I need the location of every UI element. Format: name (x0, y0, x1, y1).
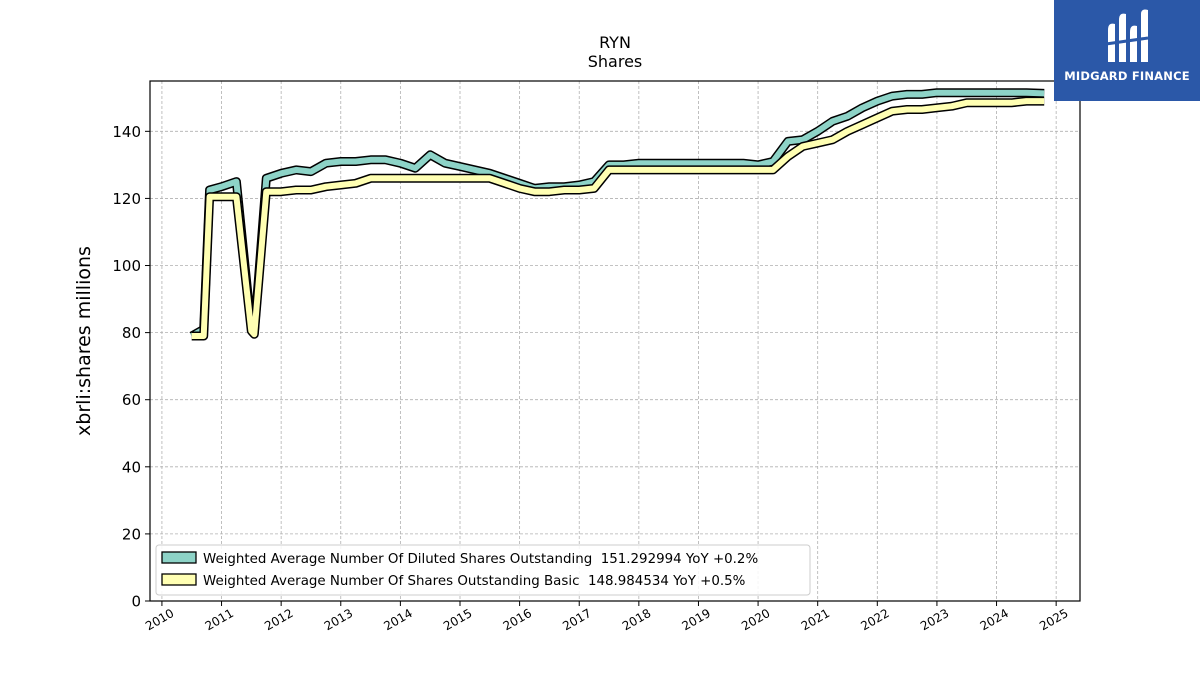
x-tick-label-2016: 2016 (501, 606, 534, 633)
plot-frame (149, 80, 1081, 602)
legend-box (155, 544, 811, 596)
chart-title: RYN (599, 33, 631, 52)
y-axis-label: xbrli:shares millions (73, 246, 95, 436)
series-line-basic (191, 98, 1045, 339)
y-tick-label-140: 140 (112, 123, 141, 141)
series-line-diluted (190, 89, 1045, 339)
y-tick-label-60: 60 (122, 391, 141, 409)
midgard-logo-icon (1105, 9, 1149, 63)
x-tick-label-2021: 2021 (799, 606, 832, 633)
y-tick-label-120: 120 (112, 190, 141, 208)
x-tick-label-2023: 2023 (918, 606, 951, 633)
y-tick-label-0: 0 (131, 593, 141, 611)
x-tick-label-2012: 2012 (262, 606, 295, 633)
x-tick-label-2025: 2025 (1037, 606, 1070, 633)
legend-swatch-basic (161, 573, 197, 586)
legend-label-diluted: Weighted Average Number Of Diluted Share… (203, 552, 758, 567)
series-line-outline-diluted (189, 88, 1045, 340)
x-tick-label-2010: 2010 (143, 606, 176, 633)
y-tick-label-80: 80 (122, 324, 141, 342)
x-tick-label-2019: 2019 (679, 606, 712, 633)
legend: Weighted Average Number Of Diluted Share… (155, 544, 811, 596)
series-line-outline-basic (191, 96, 1045, 341)
y-tick-label-100: 100 (112, 257, 141, 275)
x-tick-label-2017: 2017 (560, 606, 593, 633)
chart-subtitle: Shares (588, 52, 643, 71)
chart-grid (150, 81, 1080, 601)
y-tick-label-20: 20 (122, 525, 141, 543)
x-tick-label-2018: 2018 (620, 606, 653, 633)
legend-label-basic: Weighted Average Number Of Shares Outsta… (203, 574, 745, 589)
x-tick-label-2015: 2015 (441, 606, 474, 633)
x-axis-ticks: 2010 2011 2012 2013 2014 2015 2016 2017 2018 2019… (143, 601, 1071, 633)
x-tick-label-2024: 2024 (978, 606, 1011, 633)
x-tick-label-2020: 2020 (739, 606, 772, 633)
brand-logo: MIDGARD FINANCE (1054, 0, 1200, 101)
series-layer (189, 88, 1045, 341)
y-axis-ticks: 0 20 40 60 80 100 120 140 (112, 123, 150, 611)
x-tick-label-2014: 2014 (381, 606, 414, 633)
legend-swatch-diluted (161, 551, 197, 564)
x-tick-label-2013: 2013 (322, 606, 355, 633)
x-tick-label-2022: 2022 (858, 606, 891, 633)
y-tick-label-40: 40 (122, 458, 141, 476)
brand-name: MIDGARD FINANCE (1064, 69, 1190, 83)
x-tick-label-2011: 2011 (203, 606, 236, 633)
